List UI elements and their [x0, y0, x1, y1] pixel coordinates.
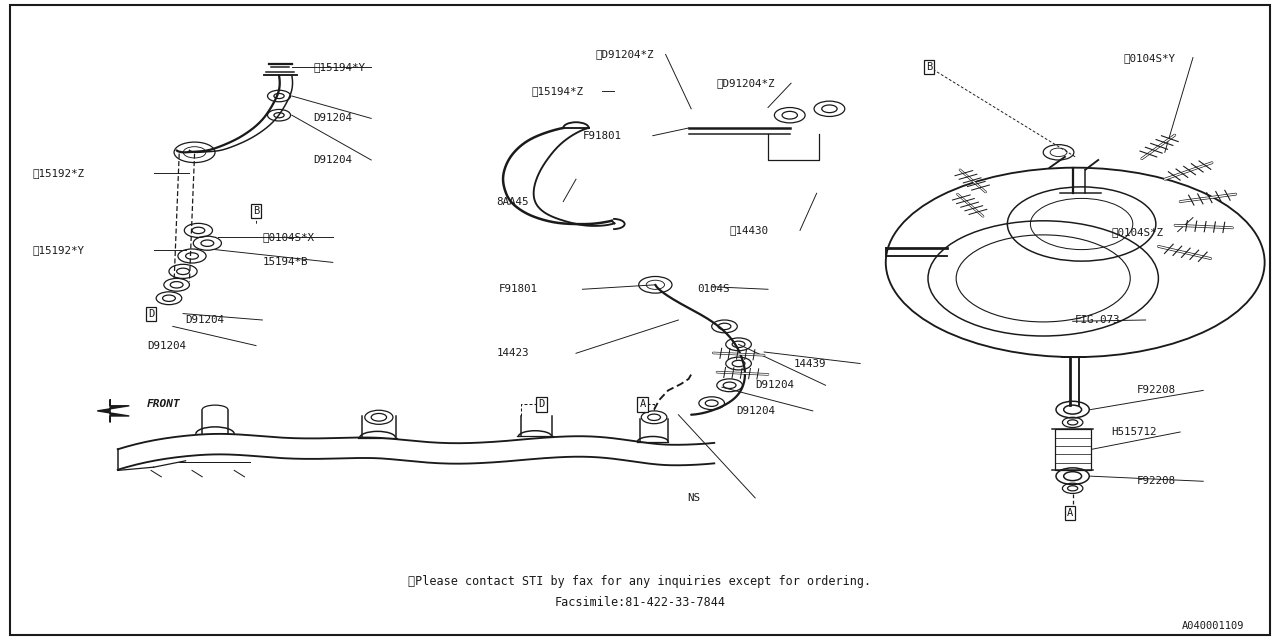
Text: F91801: F91801: [582, 131, 621, 141]
Text: Facsimile:81-422-33-7844: Facsimile:81-422-33-7844: [554, 596, 726, 609]
Text: D91204: D91204: [314, 113, 352, 124]
Polygon shape: [97, 399, 129, 422]
Text: ※14430: ※14430: [730, 225, 768, 236]
Text: D91204: D91204: [755, 380, 794, 390]
Text: A: A: [640, 399, 645, 410]
Text: A040001109: A040001109: [1181, 621, 1244, 631]
Text: ※15192*Y: ※15192*Y: [32, 244, 84, 255]
Text: 8AA45: 8AA45: [497, 196, 529, 207]
Text: 15194*B: 15194*B: [262, 257, 308, 268]
Text: D91204: D91204: [186, 315, 224, 325]
Text: ※D91204*Z: ※D91204*Z: [595, 49, 654, 60]
Text: ※Please contact STI by fax for any inquiries except for ordering.: ※Please contact STI by fax for any inqui…: [408, 575, 872, 588]
Text: ※0104S*X: ※0104S*X: [262, 232, 315, 242]
Text: A: A: [1068, 508, 1073, 518]
Text: D91204: D91204: [314, 155, 352, 165]
Text: F92208: F92208: [1137, 385, 1175, 396]
Bar: [1055, 429, 1091, 470]
Text: FRONT: FRONT: [147, 399, 180, 410]
Text: B: B: [927, 62, 932, 72]
Text: ※15192*Z: ※15192*Z: [32, 168, 84, 178]
Text: FIG.073: FIG.073: [1075, 315, 1121, 325]
Text: 14423: 14423: [497, 348, 529, 358]
Text: 0104S: 0104S: [698, 284, 730, 294]
Text: D: D: [539, 399, 544, 410]
Text: ※0104S*Y: ※0104S*Y: [1124, 52, 1176, 63]
Text: ※15194*Y: ※15194*Y: [314, 62, 366, 72]
Text: NS: NS: [687, 493, 700, 503]
Text: F92208: F92208: [1137, 476, 1175, 486]
Text: B: B: [253, 206, 259, 216]
Text: F91801: F91801: [499, 284, 538, 294]
Text: D91204: D91204: [147, 340, 186, 351]
Text: 14439: 14439: [794, 358, 826, 369]
Text: ※15194*Z: ※15194*Z: [531, 86, 584, 96]
Text: D: D: [148, 308, 154, 319]
Text: H515712: H515712: [1111, 427, 1157, 437]
Text: D91204: D91204: [736, 406, 774, 416]
Text: ※0104S*Z: ※0104S*Z: [1111, 227, 1164, 237]
Text: ※D91204*Z: ※D91204*Z: [717, 78, 776, 88]
